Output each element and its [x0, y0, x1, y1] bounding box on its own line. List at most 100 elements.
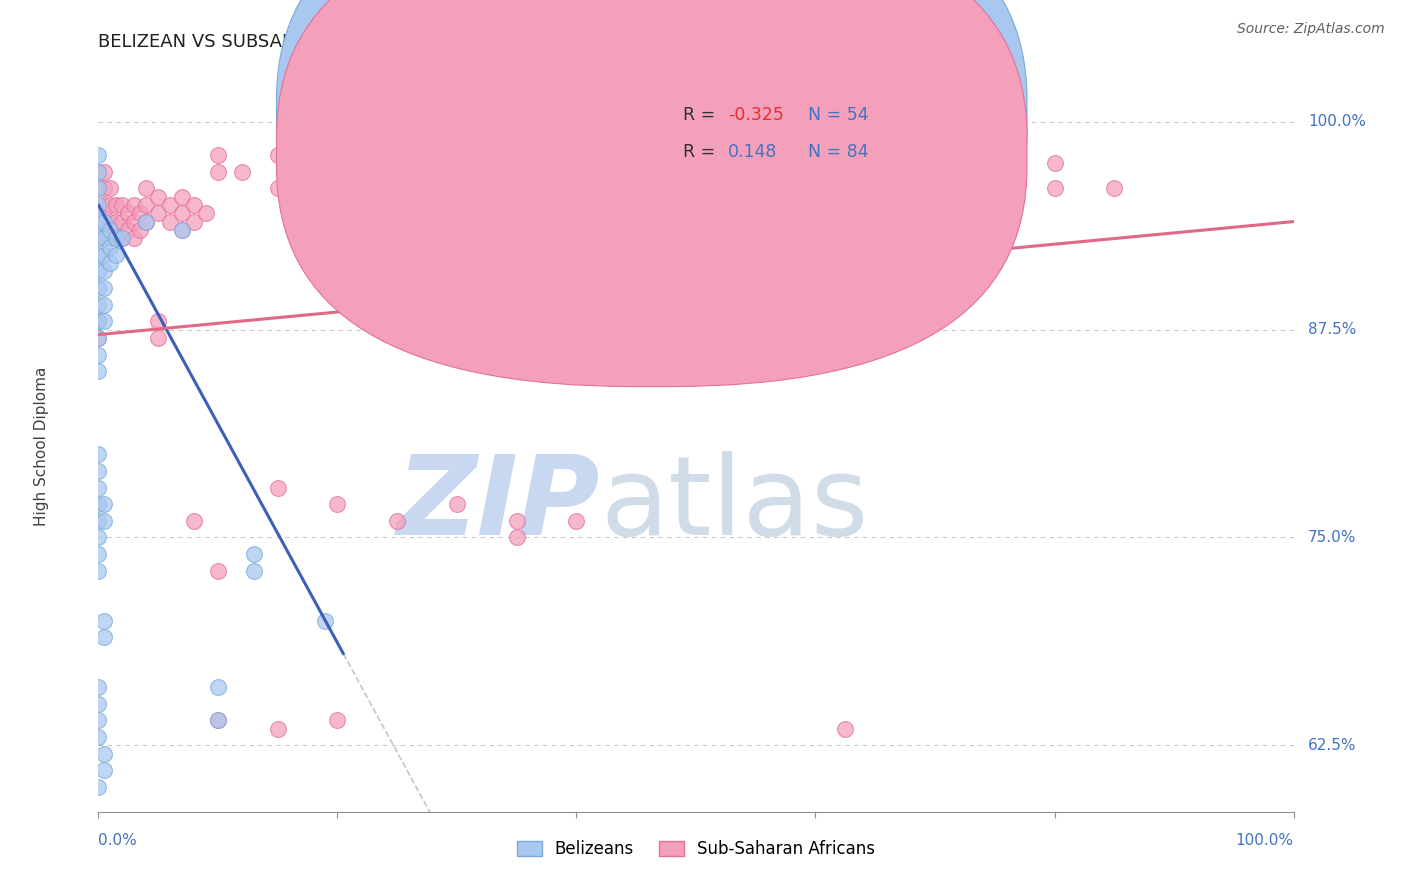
Point [446, 214, 468, 228]
Point [506, 181, 529, 195]
Point [385, 514, 409, 528]
Point [87, 481, 110, 495]
Point [111, 231, 134, 245]
Point [87, 214, 110, 228]
Point [183, 514, 205, 528]
Point [87, 331, 110, 345]
Point [93, 164, 115, 178]
Text: BELIZEAN VS SUBSAHARAN AFRICAN HIGH SCHOOL DIPLOMA CORRELATION CHART: BELIZEAN VS SUBSAHARAN AFRICAN HIGH SCHO… [98, 33, 851, 51]
Text: 0.148: 0.148 [728, 143, 778, 161]
Point [984, 189, 1007, 203]
Point [148, 314, 170, 328]
Point [87, 347, 110, 361]
Point [148, 331, 170, 345]
Point [93, 231, 115, 245]
Point [87, 198, 110, 212]
Point [87, 697, 110, 711]
Point [87, 730, 110, 744]
Point [87, 181, 110, 195]
Point [87, 331, 110, 345]
Point [267, 148, 290, 162]
Point [506, 530, 529, 544]
Point [87, 181, 110, 195]
Point [87, 164, 110, 178]
Point [87, 364, 110, 378]
Point [87, 314, 110, 328]
Point [93, 214, 115, 228]
Point [135, 198, 157, 212]
Point [565, 206, 588, 220]
Point [302, 198, 325, 212]
Text: N = 54: N = 54 [808, 106, 869, 124]
Point [87, 248, 110, 262]
Point [506, 206, 529, 220]
Point [105, 231, 128, 245]
Point [207, 680, 229, 694]
Point [924, 189, 946, 203]
Point [1043, 181, 1066, 195]
Point [87, 564, 110, 578]
Point [87, 314, 110, 328]
Point [207, 713, 229, 727]
Point [87, 264, 110, 278]
Point [124, 231, 146, 245]
Point [98, 198, 122, 212]
Point [98, 256, 122, 270]
Point [87, 547, 110, 561]
Point [93, 281, 115, 295]
Point [924, 173, 946, 187]
Point [626, 189, 648, 203]
Point [148, 206, 170, 220]
Point [111, 231, 134, 245]
Text: 0.0%: 0.0% [98, 832, 138, 847]
Point [129, 206, 152, 220]
Point [589, 214, 612, 228]
Point [105, 198, 128, 212]
Point [87, 780, 110, 794]
Point [834, 722, 856, 736]
Point [87, 281, 110, 295]
FancyBboxPatch shape [277, 0, 1026, 350]
Point [93, 214, 115, 228]
Point [804, 214, 827, 228]
Point [326, 214, 349, 228]
Point [87, 497, 110, 511]
FancyBboxPatch shape [277, 0, 1026, 386]
Point [93, 231, 115, 245]
Point [135, 214, 157, 228]
Point [231, 164, 253, 178]
Point [87, 298, 110, 312]
Point [865, 198, 887, 212]
Text: 100.0%: 100.0% [1236, 832, 1294, 847]
Point [685, 181, 707, 195]
Point [924, 206, 946, 220]
Point [207, 148, 229, 162]
Point [87, 464, 110, 478]
Point [135, 181, 157, 195]
Point [1043, 156, 1066, 170]
Point [87, 530, 110, 544]
Point [183, 198, 205, 212]
Point [105, 214, 128, 228]
Point [98, 239, 122, 253]
Point [541, 206, 564, 220]
Point [865, 181, 887, 195]
Point [129, 223, 152, 237]
Text: Source: ZipAtlas.com: Source: ZipAtlas.com [1237, 22, 1385, 37]
Point [87, 447, 110, 461]
Point [446, 198, 468, 212]
Text: ZIP: ZIP [396, 451, 600, 558]
Point [172, 206, 194, 220]
Point [87, 680, 110, 694]
Point [93, 264, 115, 278]
Point [111, 214, 134, 228]
Point [87, 514, 110, 528]
Point [804, 198, 827, 212]
Legend: Belizeans, Sub-Saharan Africans: Belizeans, Sub-Saharan Africans [516, 840, 876, 858]
Point [135, 214, 157, 228]
Point [422, 189, 444, 203]
Point [984, 173, 1007, 187]
Point [1104, 181, 1126, 195]
Point [93, 248, 115, 262]
Text: High School Diploma: High School Diploma [34, 367, 49, 525]
